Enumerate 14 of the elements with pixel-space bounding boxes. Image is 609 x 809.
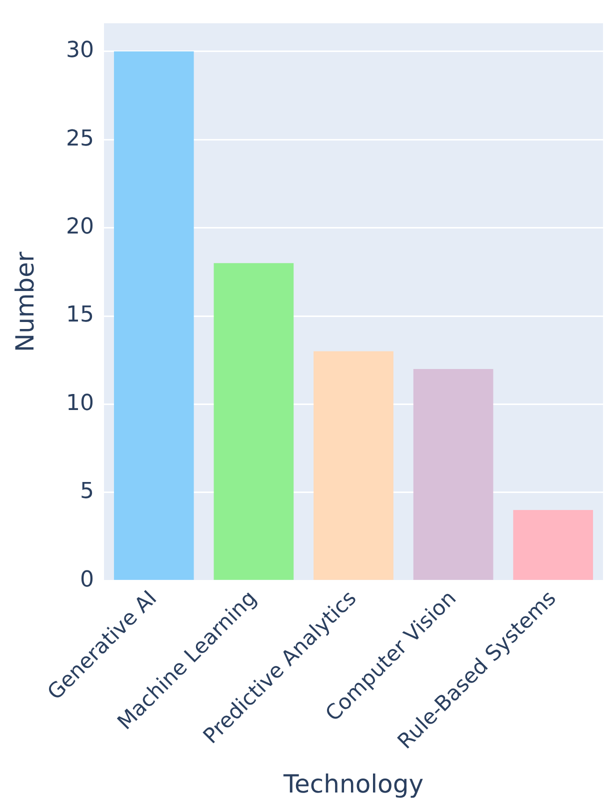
y-tick-label: 25 (66, 126, 94, 152)
y-tick-label: 10 (66, 390, 94, 416)
bar (114, 51, 194, 580)
bar (314, 351, 394, 580)
y-tick-label: 20 (66, 214, 94, 240)
y-axis-title: Number (10, 250, 40, 352)
bar (214, 263, 294, 580)
y-tick-label: 15 (66, 302, 94, 328)
bar (513, 510, 594, 580)
y-tick-label: 5 (80, 479, 94, 504)
bar (413, 368, 494, 580)
y-tick-label: 0 (80, 567, 94, 592)
x-axis-title: Technology (282, 770, 424, 798)
y-tick-label: 30 (66, 38, 94, 64)
